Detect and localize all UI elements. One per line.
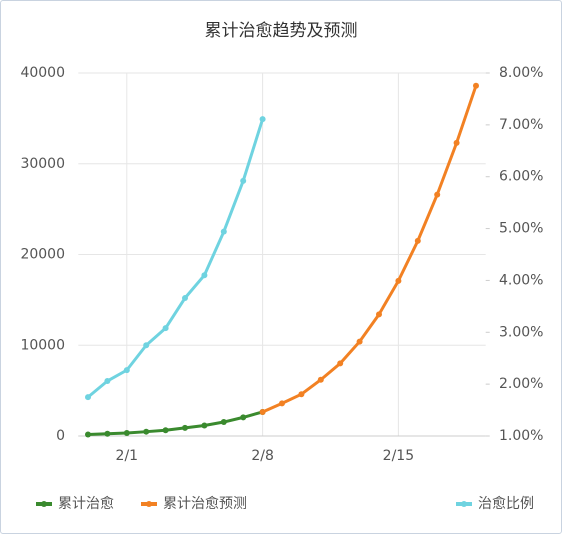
data-point bbox=[240, 177, 247, 184]
data-point bbox=[259, 408, 266, 415]
legend-dot[interactable] bbox=[461, 501, 467, 507]
data-point bbox=[104, 430, 111, 437]
data-point bbox=[123, 430, 130, 437]
data-point bbox=[473, 82, 479, 89]
y2-tick-label: 4.00% bbox=[499, 272, 543, 288]
data-point bbox=[85, 431, 91, 438]
data-point bbox=[220, 419, 227, 426]
data-point bbox=[453, 139, 460, 146]
data-point bbox=[279, 400, 285, 407]
y-tick-label: 40000 bbox=[20, 65, 65, 81]
data-point bbox=[201, 272, 208, 279]
y-tick-label: 10000 bbox=[20, 337, 65, 353]
x-tick-label: 2/1 bbox=[116, 448, 139, 464]
data-point bbox=[298, 391, 305, 398]
y2-tick-label: 2.00% bbox=[499, 376, 543, 392]
data-point bbox=[220, 228, 227, 235]
data-point bbox=[104, 378, 111, 385]
y2-tick-label: 8.00% bbox=[499, 65, 543, 81]
data-point bbox=[259, 116, 266, 123]
series-line bbox=[261, 85, 478, 414]
data-point bbox=[356, 338, 363, 345]
y2-tick-label: 1.00% bbox=[499, 428, 543, 444]
y2-tick-label: 6.00% bbox=[499, 169, 543, 185]
data-point bbox=[182, 424, 188, 431]
y2-tick-label: 5.00% bbox=[499, 221, 543, 237]
y2-tick-label: 3.00% bbox=[499, 324, 543, 340]
data-point bbox=[376, 311, 382, 318]
y-tick-label: 30000 bbox=[20, 156, 65, 172]
data-point bbox=[240, 414, 247, 421]
data-point bbox=[85, 394, 91, 401]
data-point bbox=[414, 237, 421, 244]
legend-label[interactable]: 累计治愈预测 bbox=[163, 496, 247, 512]
x-tick-label: 2/8 bbox=[251, 448, 274, 464]
legend-dot[interactable] bbox=[146, 501, 152, 507]
series-line bbox=[87, 118, 265, 399]
data-point bbox=[123, 367, 130, 374]
data-point bbox=[162, 325, 169, 332]
data-point bbox=[201, 422, 208, 429]
data-point bbox=[143, 342, 150, 349]
y2-tick-label: 7.00% bbox=[499, 117, 543, 133]
legend-dot[interactable] bbox=[41, 501, 47, 507]
data-point bbox=[395, 277, 402, 284]
legend-label[interactable]: 治愈比例 bbox=[478, 496, 534, 512]
data-point bbox=[337, 360, 344, 367]
data-point bbox=[317, 376, 324, 383]
y-tick-label: 0 bbox=[56, 428, 65, 444]
y-tick-label: 20000 bbox=[20, 247, 65, 263]
data-point bbox=[182, 295, 188, 302]
chart-title: 累计治愈趋势及预测 bbox=[205, 21, 358, 41]
data-point bbox=[143, 428, 150, 435]
data-point bbox=[434, 191, 441, 198]
x-tick-label: 2/15 bbox=[383, 448, 414, 464]
data-point bbox=[162, 427, 169, 434]
legend-label[interactable]: 累计治愈 bbox=[58, 496, 114, 512]
series-line bbox=[87, 410, 264, 436]
